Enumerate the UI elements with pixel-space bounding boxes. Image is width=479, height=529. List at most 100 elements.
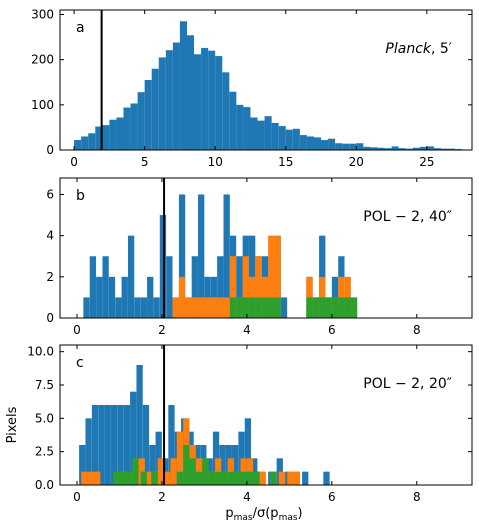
x-tick-label-a-5: 5 — [141, 155, 149, 169]
bar-b-orange-3 — [191, 297, 198, 318]
y-tick-label-a-2: 200 — [31, 53, 54, 67]
bar-b-green-7 — [274, 297, 281, 318]
bar-b-orange-1 — [178, 276, 186, 318]
bar-c-orange-0 — [81, 471, 88, 485]
y-tick-label-c-0: 0.0 — [35, 478, 54, 492]
bar-c-green-2 — [125, 471, 133, 485]
bar-b-blue-12 — [159, 215, 167, 318]
bar-a-blue-12 — [158, 57, 166, 150]
bar-a-blue-6 — [116, 117, 124, 150]
bar-c-blue-7 — [123, 405, 130, 485]
bar-b-blue-5 — [115, 297, 122, 318]
bar-a-blue-2 — [88, 133, 96, 150]
bar-b-orange-5 — [204, 297, 211, 318]
bar-c-green-1 — [119, 471, 126, 485]
bar-a-blue-1 — [81, 136, 89, 150]
bar-b-blue-6 — [121, 276, 128, 318]
bar-b-green-9 — [312, 297, 320, 318]
bar-c-green-19 — [270, 471, 277, 485]
bar-c-orange-2 — [93, 471, 101, 485]
bar-a-blue-16 — [186, 35, 195, 150]
bar-b-blue-8 — [134, 297, 141, 318]
bar-b-blue-22 — [223, 194, 230, 318]
bar-c-orange-5 — [138, 458, 145, 485]
bar-c-blue-27 — [251, 458, 258, 485]
bar-a-blue-33 — [306, 136, 314, 150]
bar-b-green-10 — [319, 297, 326, 318]
bar-a-blue-47 — [405, 148, 413, 150]
bar-c-green-0 — [113, 471, 120, 485]
bar-a-blue-43 — [377, 147, 385, 150]
bar-c-green-17 — [246, 471, 254, 485]
bar-c-orange-22 — [246, 458, 254, 485]
bar-a-blue-37 — [335, 143, 343, 150]
bar-b-blue-18 — [198, 194, 205, 318]
bar-c-blue-0 — [79, 445, 86, 485]
panel-a: 0 5 10 15 20 25 0 100 200 300 a Planck, 5′ — [31, 8, 473, 169]
bar-c-orange-10 — [170, 458, 177, 485]
panel-annotation-c: POL − 2, 20″ — [363, 376, 452, 392]
x-axis-label-base: p — [225, 506, 233, 521]
x-tick-label-a-0: 0 — [70, 155, 78, 169]
bar-c-orange-21 — [240, 458, 247, 485]
bar-b-blue-24 — [236, 256, 243, 318]
x-tick-label-c-6: 6 — [328, 490, 336, 504]
bar-c-green-12 — [215, 471, 222, 485]
bar-a-blue-21 — [222, 72, 230, 150]
x-tick-label-a-15: 15 — [278, 155, 293, 169]
bar-b-orange-4 — [198, 297, 205, 318]
bar-b-blue-2 — [96, 276, 103, 318]
bar-a-blue-41 — [363, 146, 371, 150]
y-axis-label: Pixels — [5, 406, 20, 443]
bar-c-orange-19 — [227, 458, 235, 485]
bar-a-blue-24 — [243, 107, 251, 150]
bar-a-blue-7 — [123, 107, 131, 150]
panel-label-a: a — [76, 20, 85, 36]
bar-c-blue-5 — [110, 405, 118, 485]
bar-b-green-4 — [255, 297, 262, 318]
x-tick-label-a-10: 10 — [208, 155, 223, 169]
bar-a-blue-30 — [285, 129, 293, 150]
bar-b-green-0 — [229, 297, 237, 318]
bar-c-blue-26 — [244, 418, 252, 485]
bar-c-orange-14 — [195, 458, 203, 485]
bar-a-blue-45 — [391, 146, 399, 150]
bar-c-blue-24 — [232, 445, 239, 485]
bar-b-orange-13 — [255, 256, 262, 318]
x-axis-label-sub2: mas — [279, 513, 298, 523]
bar-b-blue-17 — [191, 256, 198, 318]
x-axis-label: pmas/σ(pmas) — [225, 506, 302, 523]
bar-a-blue-10 — [144, 80, 152, 150]
bar-a-blue-17 — [194, 54, 202, 151]
y-tick-label-b-1: 2 — [46, 270, 54, 284]
x-tick-label-c-2: 2 — [158, 490, 166, 504]
bar-c-green-10 — [202, 458, 209, 485]
y-tick-label-a-3: 300 — [31, 8, 54, 22]
x-tick-label-a-25: 25 — [419, 155, 434, 169]
bar-b-blue-31 — [280, 297, 288, 318]
bar-b-green-5 — [261, 297, 269, 318]
x-axis-label-end: ) — [298, 506, 303, 521]
bar-c-orange-27 — [293, 471, 300, 485]
bar-b-green-1 — [236, 297, 243, 318]
bar-a-blue-27 — [264, 116, 272, 150]
bar-b-blue-4 — [108, 276, 116, 318]
bar-b-orange-2 — [185, 297, 192, 318]
axes-frame-b — [59, 177, 473, 319]
bar-b-green-11 — [325, 297, 332, 318]
bar-c-green-15 — [234, 471, 241, 485]
bar-c-blue-2 — [91, 405, 99, 485]
bar-c-blue-14 — [168, 405, 175, 485]
bar-c-green-4 — [140, 471, 147, 485]
bar-a-blue-26 — [257, 120, 265, 150]
bar-a-blue-18 — [201, 47, 209, 150]
bar-b-green-6 — [268, 297, 275, 318]
bar-b-green-14 — [344, 297, 351, 318]
bar-a-blue-49 — [419, 146, 427, 150]
bar-c-blue-22 — [219, 445, 226, 485]
bar-c-green-16 — [240, 471, 247, 485]
axes-frame-c — [59, 344, 473, 486]
bar-b-blue-10 — [147, 276, 154, 318]
panel-label-c: c — [76, 355, 84, 371]
bar-b-orange-6 — [210, 297, 218, 318]
